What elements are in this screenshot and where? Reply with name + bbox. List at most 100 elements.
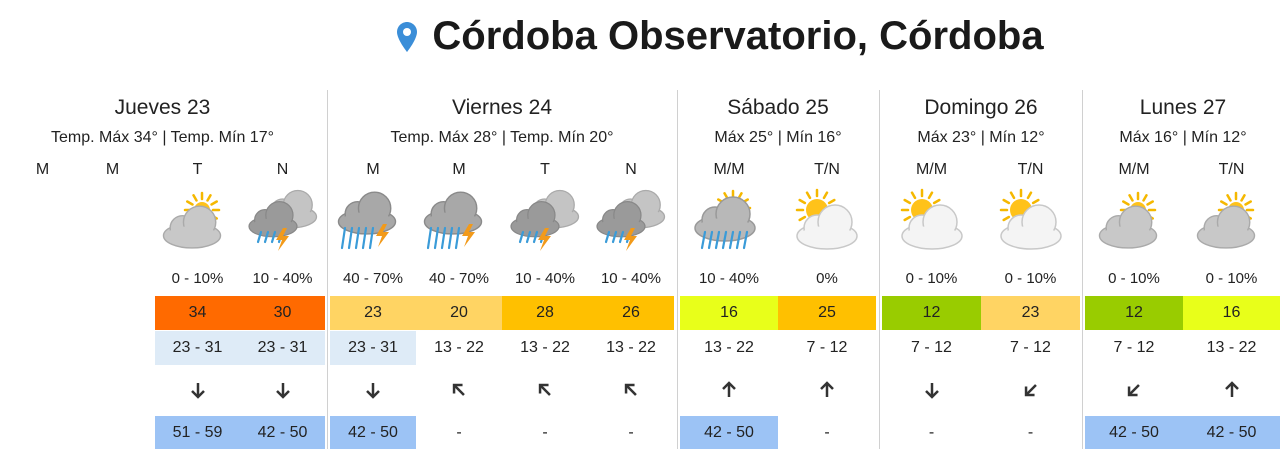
rain-drop	[440, 226, 447, 250]
rain-drop	[368, 226, 375, 250]
rain-probability: 10 - 40%	[252, 270, 313, 287]
weather-icon	[991, 188, 1071, 258]
day-name: Lunes 27	[1139, 96, 1227, 119]
period-label: M/M	[915, 161, 948, 178]
arrow	[538, 383, 551, 396]
period-label: M	[35, 161, 50, 178]
wind-speed: 7 - 12	[882, 331, 981, 365]
rain-drop	[256, 230, 262, 244]
wind-gust: -	[778, 416, 876, 449]
wind-gust: 42 - 50	[330, 416, 416, 449]
cloud	[510, 200, 560, 238]
temperature: 12	[1085, 296, 1183, 330]
cloud	[247, 200, 298, 238]
day-name: Jueves 23	[114, 96, 211, 119]
rain-drop	[270, 230, 276, 244]
wind-arrow	[621, 380, 641, 400]
lightning	[462, 224, 475, 247]
temperature: 12	[882, 296, 981, 330]
weather-icon	[787, 188, 867, 258]
rain-drop	[735, 230, 742, 250]
rain-probability: 10 - 40%	[600, 270, 662, 287]
day-name: Sábado 25	[727, 96, 829, 119]
wind-speed: 13 - 22	[1183, 331, 1280, 365]
wind-arrow	[719, 380, 739, 400]
wind-gust: -	[981, 416, 1080, 449]
arrow	[1024, 384, 1037, 397]
rain-probability: 40 - 70%	[428, 270, 490, 287]
wind-speed: 7 - 12	[778, 331, 876, 365]
period-label: M	[452, 161, 466, 178]
day-name: Viernes 24	[451, 96, 553, 119]
lightning	[624, 228, 637, 251]
weather-icon	[419, 188, 499, 258]
wind-gust: -	[882, 416, 981, 449]
wind-arrow	[1124, 380, 1144, 400]
wind-arrow	[1021, 380, 1041, 400]
period-label: T/N	[1218, 161, 1245, 178]
arrow	[1225, 381, 1239, 397]
wind-arrow	[273, 380, 293, 400]
rain-probability: 0%	[816, 270, 838, 287]
rain-drop	[354, 226, 361, 250]
wind-speed: 23 - 31	[155, 331, 240, 365]
weather-icon	[1094, 188, 1174, 258]
period-label: M	[366, 161, 380, 178]
wind-gust: 51 - 59	[155, 416, 240, 449]
wind-arrow	[363, 380, 383, 400]
arrow	[924, 383, 939, 399]
cloud	[1098, 205, 1158, 249]
wind-arrow	[188, 380, 208, 400]
cloud	[162, 205, 221, 249]
wind-gust: 42 - 50	[1085, 416, 1183, 449]
day-separator	[879, 90, 880, 449]
icon-cloud-sun-gray	[1098, 191, 1158, 249]
period-label: N	[625, 161, 637, 178]
wind-arrow	[1222, 380, 1242, 400]
icon-rain	[694, 189, 756, 250]
weather-icon	[243, 188, 323, 258]
arrow	[275, 383, 290, 399]
rain-drop	[433, 226, 440, 250]
wind-speed: 13 - 22	[416, 331, 502, 365]
rain-drop	[700, 230, 707, 250]
wind-gust: -	[416, 416, 502, 449]
cloud	[796, 204, 858, 250]
icon-sun-cloud	[999, 188, 1062, 250]
day-separator	[1082, 90, 1083, 449]
rain-drop	[347, 226, 354, 250]
day-name: Domingo 26	[924, 96, 1038, 119]
icon-cloud-sun-gray	[1196, 191, 1256, 249]
wind-gust: 42 - 50	[240, 416, 325, 449]
rain-probability: 10 - 40%	[698, 270, 760, 287]
rain-drop	[618, 230, 625, 244]
arrow	[366, 383, 380, 399]
rain-drop	[611, 230, 618, 244]
wind-speed: 7 - 12	[1085, 331, 1183, 365]
period-label: T	[192, 161, 203, 178]
temperature: 26	[588, 296, 674, 330]
temperature: 28	[502, 296, 588, 330]
day-subtitle: Máx 25° | Mín 16°	[714, 129, 842, 146]
wind-arrow	[449, 380, 469, 400]
wind-gust: -	[588, 416, 674, 449]
rain-drop	[532, 230, 539, 244]
rain-drop	[721, 230, 728, 250]
rain-drop	[447, 226, 454, 250]
temperature: 34	[155, 296, 240, 330]
period-label: M/M	[713, 161, 745, 178]
rain-probability: 10 - 40%	[514, 270, 576, 287]
icon-rain-storm	[423, 191, 483, 250]
rain-drop	[742, 230, 749, 250]
wind-arrow	[817, 380, 837, 400]
temperature: 16	[1183, 296, 1280, 330]
period-label: T	[540, 161, 550, 178]
wind-gust: 42 - 50	[680, 416, 778, 449]
day-separator	[327, 90, 328, 449]
day-subtitle: Temp. Máx 28° | Temp. Mín 20°	[390, 129, 614, 146]
rain-probability: 0 - 10%	[171, 270, 224, 287]
day-subtitle: Temp. Máx 34° | Temp. Mín 17°	[51, 129, 274, 146]
icon-cloud-sun-gray	[162, 191, 221, 249]
wind-speed: 23 - 31	[240, 331, 325, 365]
